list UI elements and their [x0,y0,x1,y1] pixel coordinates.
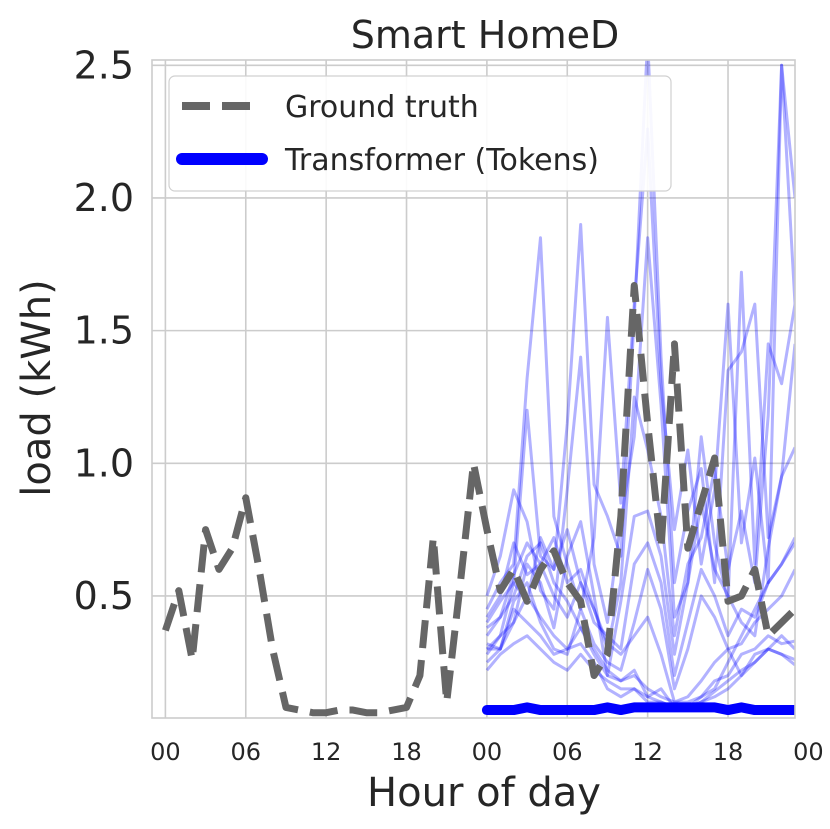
legend: Ground truth Transformer (Tokens) [168,75,672,192]
sample-line-0 [485,63,795,611]
y-tick-label: 1.5 [74,309,134,353]
x-tick-label: 06 [552,738,583,766]
sample-line-9 [486,607,795,709]
sample-line-5 [485,536,795,678]
series-lines [162,282,795,717]
legend-label-transformer: Transformer (Tokens) [284,143,599,178]
y-tick-label: 1.0 [74,441,134,485]
x-tick-label: 00 [150,738,181,766]
sample-line-8 [485,541,795,709]
x-tick-label: 00 [793,738,824,766]
x-tick-label: 06 [230,738,261,766]
x-tick-label: 12 [311,738,342,766]
legend-box [168,75,672,192]
series-transformer [481,702,795,716]
plot-border [151,59,796,719]
sample-line-10 [485,542,795,704]
x-axis-label: Hour of day [367,770,601,816]
y-tick-labels: 0.5 1.0 1.5 2.0 2.5 [74,43,134,618]
sample-line-7 [485,536,795,704]
y-tick-label: 0.5 [74,574,134,618]
y-tick-label: 2.5 [74,43,134,87]
x-tick-label: 12 [632,738,663,766]
x-tick-label: 18 [713,738,744,766]
legend-label-ground-truth: Ground truth [285,90,479,125]
plot-frame [151,59,796,719]
sample-line-3 [485,63,795,651]
x-tick-label: 00 [472,738,503,766]
x-tick-labels: 00 06 12 18 00 06 12 18 00 [150,738,824,766]
y-tick-label: 2.0 [74,176,134,220]
chart-title: Smart HomeD [351,13,620,57]
sample-line-6 [485,567,795,691]
sample-line-11 [485,634,795,709]
x-tick-label: 18 [391,738,422,766]
y-axis-label: load (kWh) [14,279,60,496]
series-ground-truth [162,282,795,717]
